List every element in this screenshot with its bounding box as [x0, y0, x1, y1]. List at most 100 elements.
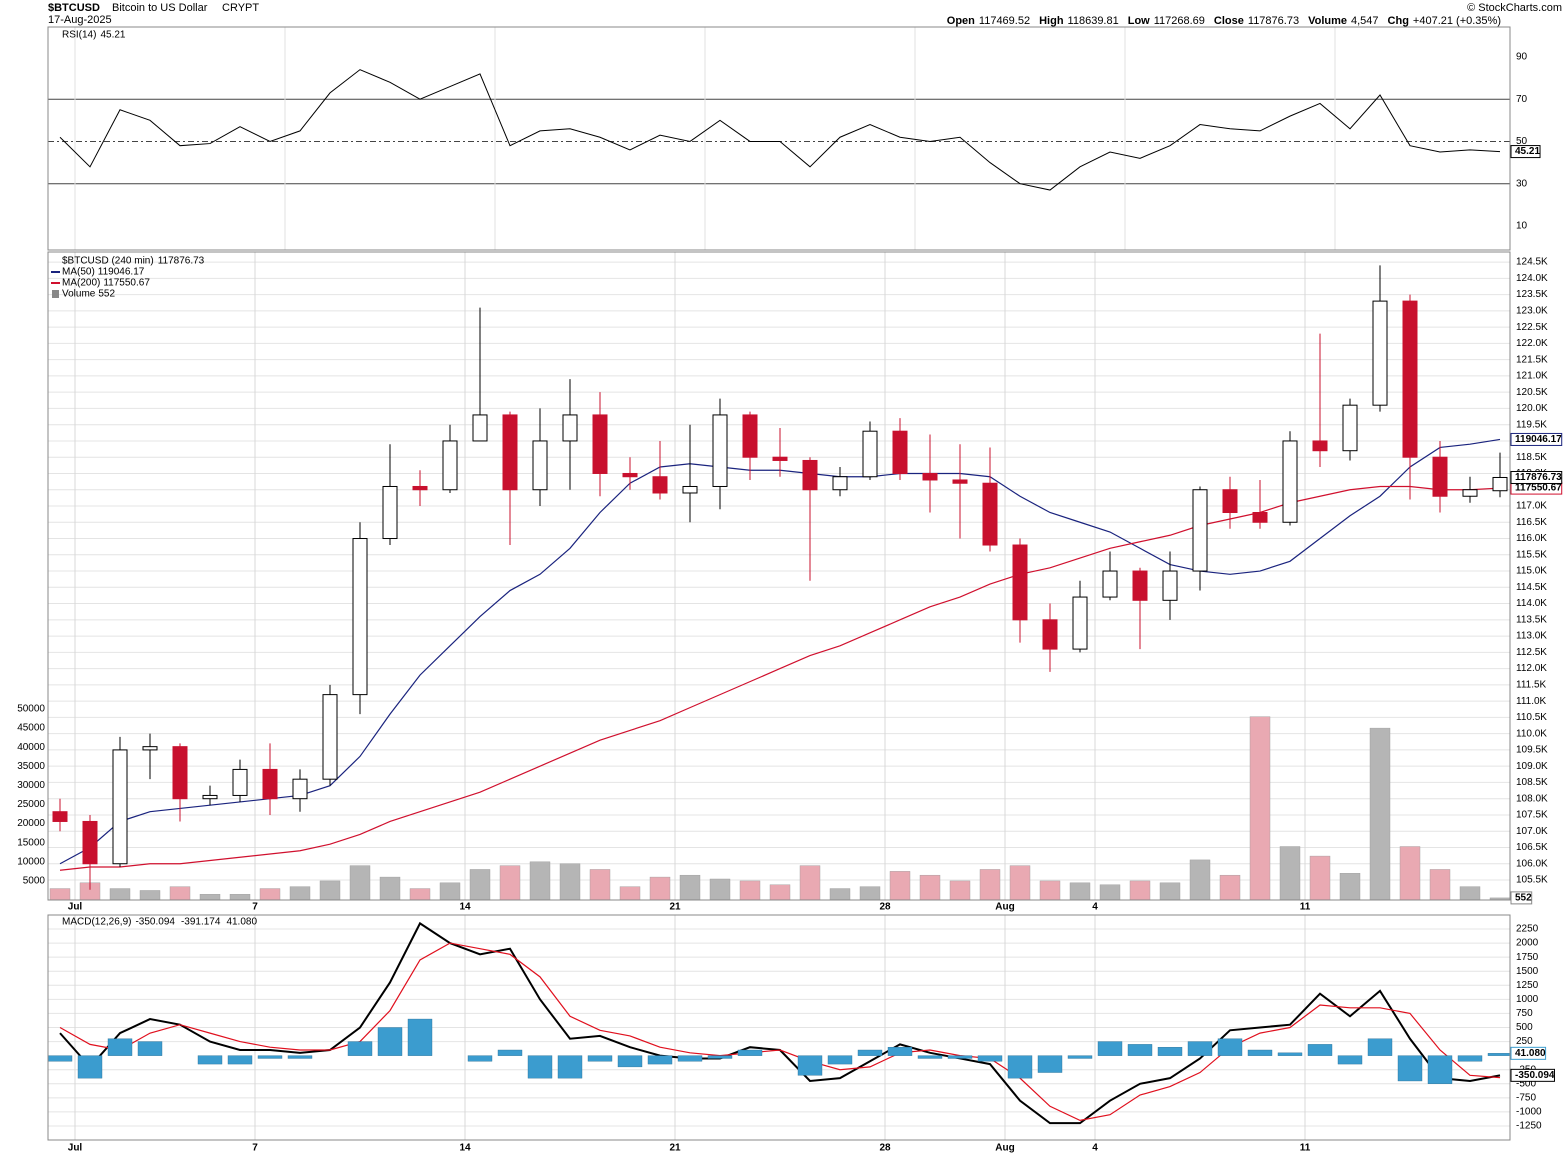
legend-value: 117550.67: [103, 278, 150, 289]
macd-histogram-bar: [377, 1027, 403, 1056]
macd-histogram-bar: [1067, 1055, 1093, 1059]
candle-body: [202, 794, 218, 800]
quote-value: +407.21 (+0.35%): [1413, 15, 1501, 27]
volume-bar: [589, 869, 611, 901]
volume-bar: [349, 865, 371, 901]
volume-bar: [199, 894, 221, 901]
y-tick-label: 111.5K: [1516, 680, 1547, 691]
y-tick-label: 116.5K: [1516, 517, 1547, 528]
candle-body: [142, 746, 158, 751]
volume-bar: [1129, 880, 1151, 901]
rsi-line: [59, 69, 1501, 191]
volume-bar: [769, 884, 791, 901]
y-tick-label: 106.5K: [1516, 842, 1548, 853]
y-tick-label: 119.5K: [1516, 419, 1547, 430]
panel-frame: [47, 251, 1511, 901]
price-tag: 45.21: [1510, 145, 1541, 159]
macd-histogram-bar: [857, 1049, 883, 1056]
macd-histogram-bar: [137, 1041, 163, 1056]
y-tick-label: 50: [1516, 136, 1528, 147]
volume-bar: [889, 871, 911, 901]
quote-label: Low: [1128, 15, 1150, 27]
candle-body: [1252, 512, 1268, 523]
candle-body: [922, 472, 938, 481]
quote-label: Open: [947, 15, 975, 27]
y-tick-label: 115.5K: [1516, 549, 1547, 560]
panel-frame: [47, 914, 1511, 1141]
volume-tick-label: 10000: [17, 856, 45, 867]
candle-body: [862, 430, 878, 478]
legend-swatch: [52, 290, 59, 298]
quote-label: Close: [1214, 15, 1244, 27]
volume-tick-label: 35000: [17, 761, 45, 772]
candle-body: [352, 538, 368, 696]
y-tick-label: 124.5K: [1516, 257, 1548, 268]
volume-tick-label: 45000: [17, 723, 45, 734]
candle-body: [1102, 570, 1118, 598]
legend-value: 119046.17: [98, 267, 145, 278]
rsi-value: 45.21: [100, 30, 125, 41]
volume-bar: [559, 863, 581, 901]
moving-average: [59, 485, 1501, 871]
macd-histogram-bar: [257, 1055, 283, 1059]
macd-histogram-bar: [647, 1055, 673, 1065]
y-tick-label: -1000: [1516, 1107, 1542, 1118]
macd-histogram-bar: [1097, 1041, 1123, 1056]
panel-title: MACD(12,26,9): [62, 917, 131, 928]
price-tag: -350.094: [1510, 1068, 1555, 1082]
macd-histogram-bar: [527, 1055, 553, 1079]
quote-value: 118639.81: [1068, 15, 1119, 27]
y-tick-label: 123.5K: [1516, 289, 1548, 300]
volume-bar: [619, 886, 641, 901]
candle-body: [1072, 596, 1088, 650]
watermark: © StockCharts.com: [1467, 2, 1562, 14]
macd-histogram-bar: [707, 1055, 733, 1059]
candle-body: [1402, 300, 1418, 458]
y-tick-label: 111.0K: [1516, 696, 1547, 707]
candle-body: [802, 459, 818, 491]
volume-bar: [1279, 846, 1301, 901]
macd-histogram-bar: [1217, 1038, 1243, 1056]
macd-histogram-bar: [557, 1055, 583, 1079]
y-tick-label: -500: [1516, 1078, 1536, 1089]
volume-bar: [739, 880, 761, 901]
macd-histogram-bar: [47, 1055, 73, 1062]
candle-body: [1462, 489, 1478, 497]
legend-value: -391.174: [181, 917, 221, 928]
volume-bar: [109, 888, 131, 901]
candle-body: [652, 476, 668, 494]
volume-bar: [139, 890, 161, 901]
candle-body: [982, 482, 998, 546]
volume-bar: [949, 880, 971, 901]
y-tick-label: 121.0K: [1516, 371, 1548, 382]
price-tag-label: 41.080: [1515, 1048, 1546, 1059]
x-tick-label: 28: [879, 1143, 891, 1154]
volume-bar: [499, 865, 521, 901]
candle-body: [562, 414, 578, 442]
price-tag-box: [1510, 145, 1541, 159]
x-tick-label: 4: [1092, 1143, 1098, 1154]
candle-body: [322, 694, 338, 780]
y-tick-label: 109.5K: [1516, 745, 1548, 756]
y-tick-label: 750: [1516, 1008, 1533, 1019]
x-tick-label: Aug: [995, 1143, 1014, 1154]
candle-body: [382, 485, 398, 540]
y-tick-label: 112.0K: [1516, 663, 1547, 674]
y-tick-label: 122.5K: [1516, 322, 1548, 333]
y-tick-label: 120.0K: [1516, 403, 1548, 414]
candle-body: [712, 414, 728, 487]
volume-bar: [1159, 882, 1181, 901]
legend-value: 552: [98, 289, 115, 300]
candle-body: [742, 414, 758, 458]
y-tick-label: 110.5K: [1516, 712, 1547, 723]
legend-value: 41.080: [226, 917, 257, 928]
candle-body: [1192, 489, 1208, 572]
candle-body: [292, 778, 308, 800]
macd-line: [59, 921, 1501, 1125]
candle-body: [622, 472, 638, 478]
quote-value: 117469.52: [979, 15, 1030, 27]
legend-value: -350.094: [135, 917, 175, 928]
price-tag-box: [1510, 1068, 1555, 1082]
y-tick-label: 105.5K: [1516, 875, 1548, 886]
macd-histogram-bar: [407, 1018, 433, 1056]
